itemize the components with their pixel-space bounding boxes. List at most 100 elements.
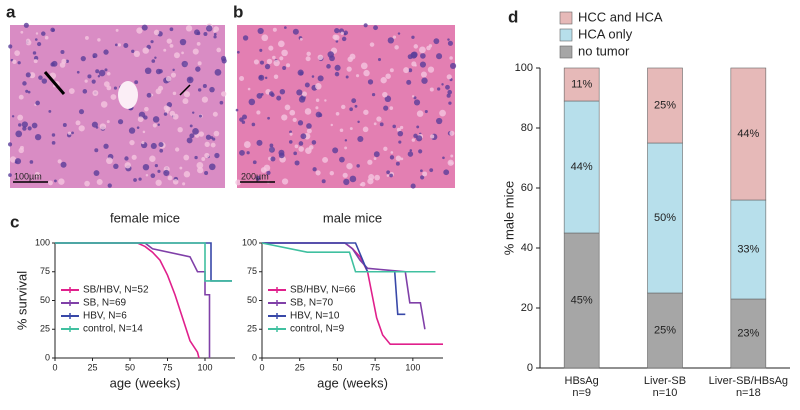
nucleus bbox=[34, 38, 38, 41]
nucleus bbox=[258, 74, 265, 81]
nucleus bbox=[80, 56, 86, 62]
nucleus bbox=[416, 110, 424, 117]
nucleus bbox=[186, 137, 193, 144]
nucleus bbox=[324, 99, 327, 102]
nucleus bbox=[236, 50, 240, 54]
nucleus bbox=[363, 109, 369, 115]
nucleus bbox=[213, 35, 217, 39]
nucleus bbox=[293, 151, 297, 156]
nucleus bbox=[420, 71, 427, 78]
nucleus bbox=[25, 72, 31, 78]
nucleus bbox=[273, 59, 280, 67]
nucleus bbox=[339, 128, 344, 133]
nucleus bbox=[33, 55, 39, 61]
nucleus bbox=[213, 32, 217, 36]
nucleus bbox=[15, 130, 23, 138]
nucleus bbox=[48, 180, 53, 186]
nucleus bbox=[269, 91, 274, 96]
nucleus bbox=[27, 90, 31, 94]
nucleus bbox=[355, 74, 360, 78]
nucleus bbox=[78, 125, 85, 132]
nucleus bbox=[273, 74, 279, 79]
nucleus bbox=[399, 125, 404, 130]
nucleus bbox=[278, 149, 285, 156]
bar-segment bbox=[647, 67, 683, 144]
nucleus bbox=[420, 53, 426, 59]
nucleus bbox=[221, 91, 227, 97]
survival-line bbox=[55, 242, 232, 282]
nucleus bbox=[296, 89, 303, 96]
nucleus bbox=[241, 114, 248, 120]
nucleus bbox=[93, 170, 100, 176]
nucleus bbox=[38, 75, 43, 80]
nucleus bbox=[248, 98, 256, 106]
nucleus bbox=[18, 94, 24, 100]
nucleus bbox=[51, 133, 56, 137]
nucleus bbox=[219, 100, 224, 105]
nucleus bbox=[27, 126, 32, 131]
nucleus bbox=[395, 161, 400, 166]
nucleus bbox=[311, 140, 317, 145]
nucleus bbox=[143, 115, 148, 120]
nucleus bbox=[25, 89, 29, 93]
nucleus bbox=[380, 77, 387, 84]
nucleus bbox=[145, 174, 149, 177]
nucleus bbox=[369, 42, 375, 47]
y-tick-label: 75 bbox=[40, 266, 50, 276]
y-axis-label: % male mice bbox=[501, 181, 516, 255]
nucleus bbox=[261, 34, 269, 42]
nucleus bbox=[329, 55, 335, 62]
nucleus bbox=[357, 135, 364, 143]
nucleus bbox=[246, 151, 250, 155]
x-tick-label: 0 bbox=[259, 362, 264, 372]
nucleus bbox=[203, 31, 208, 36]
nucleus bbox=[437, 87, 441, 91]
nucleus bbox=[84, 35, 89, 40]
nucleus bbox=[416, 125, 420, 129]
legend-label: control, N=9 bbox=[290, 324, 345, 335]
nucleus bbox=[418, 149, 423, 154]
nucleus bbox=[18, 123, 22, 127]
nucleus bbox=[429, 87, 434, 92]
legend-swatch bbox=[559, 11, 573, 25]
nucleus bbox=[117, 119, 124, 125]
x-axis-label: age (weeks) bbox=[110, 375, 181, 390]
nucleus bbox=[134, 80, 139, 85]
nucleus bbox=[172, 179, 179, 185]
nucleus bbox=[154, 56, 157, 59]
nucleus bbox=[172, 91, 177, 96]
legend-label: SB, N=70 bbox=[290, 298, 334, 309]
nucleus bbox=[357, 120, 360, 124]
nucleus bbox=[426, 45, 431, 51]
nucleus bbox=[172, 68, 175, 72]
nucleus bbox=[419, 46, 426, 54]
nucleus bbox=[35, 100, 40, 106]
nucleus bbox=[341, 104, 346, 110]
nucleus bbox=[448, 101, 452, 105]
nucleus bbox=[408, 68, 413, 73]
nucleus bbox=[76, 70, 80, 74]
nucleus bbox=[59, 62, 66, 68]
nucleus bbox=[373, 151, 380, 158]
nucleus bbox=[398, 140, 402, 144]
nucleus bbox=[128, 127, 136, 134]
nucleus bbox=[312, 167, 317, 172]
nucleus bbox=[390, 151, 394, 154]
histology-image: 200µm bbox=[235, 23, 457, 189]
x-tick-note: n=9 bbox=[572, 387, 591, 399]
nucleus bbox=[31, 122, 38, 129]
x-tick-label: 100 bbox=[197, 362, 212, 372]
nucleus bbox=[315, 83, 322, 90]
nucleus bbox=[19, 145, 24, 150]
nucleus bbox=[151, 59, 156, 63]
nucleus bbox=[345, 75, 349, 79]
nucleus bbox=[349, 127, 353, 131]
nucleus bbox=[242, 35, 249, 41]
panel-letter: b bbox=[233, 2, 243, 21]
scale-bar-label: 100µm bbox=[14, 171, 42, 181]
nucleus bbox=[413, 44, 419, 49]
nucleus bbox=[106, 71, 111, 76]
nucleus bbox=[33, 59, 38, 64]
nucleus bbox=[416, 135, 423, 142]
x-tick-label: Liver-SB bbox=[644, 375, 686, 387]
